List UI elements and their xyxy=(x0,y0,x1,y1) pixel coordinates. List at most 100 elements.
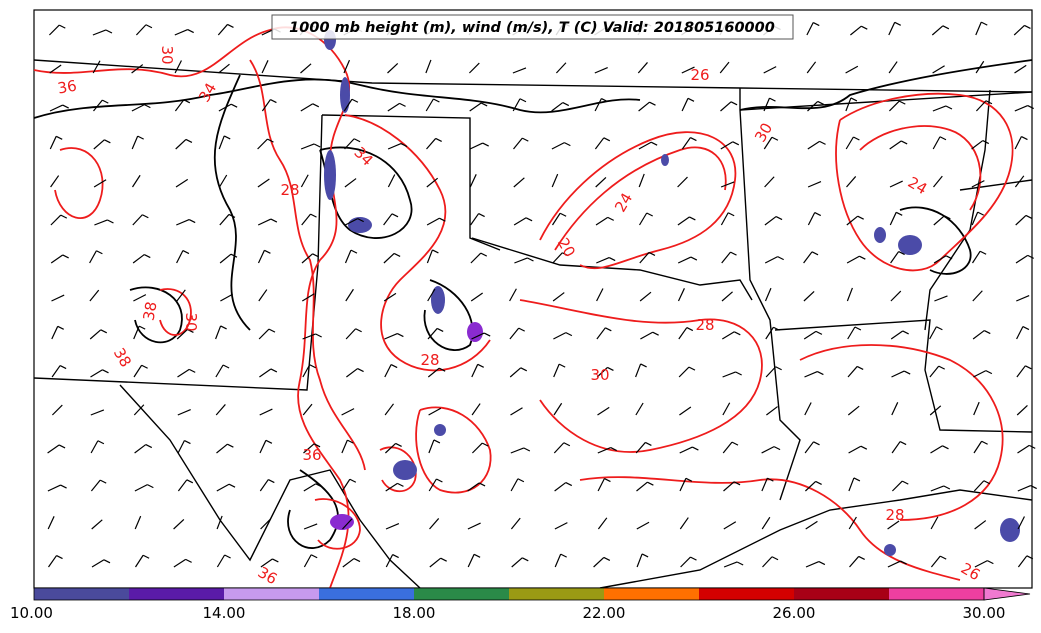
wind-barb xyxy=(930,485,951,492)
wind-barb xyxy=(722,441,739,454)
wind-barb xyxy=(722,402,731,416)
wind-barb xyxy=(132,254,151,264)
wind-barb xyxy=(972,330,991,340)
wind-barb xyxy=(303,443,321,454)
wind-barb xyxy=(429,518,440,530)
wind-barb xyxy=(216,443,234,454)
wind-barb xyxy=(635,363,647,378)
wind-barb xyxy=(257,249,271,264)
wind-barb xyxy=(804,441,820,454)
wind-barb xyxy=(764,287,772,302)
wind-barb xyxy=(847,405,860,416)
wind-barb xyxy=(215,404,226,416)
wind-barb xyxy=(346,368,364,378)
wind-barb xyxy=(131,104,151,112)
border-southeast xyxy=(774,319,1033,433)
wind-barb xyxy=(93,99,109,112)
wind-barb xyxy=(344,218,364,226)
wind-barb xyxy=(1013,24,1031,36)
temperature-contour xyxy=(379,446,417,493)
wind-barb xyxy=(681,97,695,112)
wind-barb xyxy=(554,482,573,492)
wind-barb xyxy=(889,140,908,150)
wind-barb xyxy=(131,135,144,150)
colorbar-segment xyxy=(224,588,320,600)
height-contour xyxy=(129,286,183,344)
wind-barb xyxy=(514,257,534,264)
wind-barb xyxy=(94,219,114,226)
wind-barb xyxy=(259,478,275,492)
wind-barb xyxy=(678,326,694,340)
temperature-contour xyxy=(249,59,366,471)
wind-barb xyxy=(890,330,909,340)
wind-barb xyxy=(805,560,826,568)
wind-barb xyxy=(845,136,860,150)
wind-barb xyxy=(888,100,906,112)
colorbar-segment xyxy=(889,588,985,600)
wind-barb xyxy=(300,174,309,188)
wind-barb xyxy=(342,518,353,530)
wind-barb xyxy=(1016,294,1030,302)
wind-barb xyxy=(973,401,980,416)
wind-barb xyxy=(551,142,571,150)
wind-barb xyxy=(593,556,611,568)
temperature-contour xyxy=(799,344,1004,521)
temperature-contour xyxy=(835,92,1014,272)
wind-barb xyxy=(49,135,63,150)
wind-barb xyxy=(678,366,696,378)
wind-barb xyxy=(973,480,991,492)
map-frame xyxy=(33,9,1033,589)
wind-barb xyxy=(425,59,432,74)
wind-barb xyxy=(635,441,652,454)
wind-barb xyxy=(385,482,404,492)
wind-barb xyxy=(929,365,945,378)
wind-barb xyxy=(975,60,985,74)
wind-barb xyxy=(48,24,66,36)
wind-barb xyxy=(554,522,568,530)
wind-barb xyxy=(975,21,988,36)
wind-barb xyxy=(341,439,354,454)
wind-barb xyxy=(260,558,279,568)
wind-barb xyxy=(804,402,812,416)
wind-barb xyxy=(596,288,604,302)
wind-barb xyxy=(1016,365,1032,378)
wind-barb xyxy=(220,293,233,302)
wind-barb xyxy=(763,97,776,112)
wind-barb xyxy=(973,370,993,378)
wind-barb xyxy=(888,61,898,74)
contour-label: 30 xyxy=(158,45,176,64)
wind-barb xyxy=(804,370,824,378)
height-contour xyxy=(319,146,413,239)
wind-barb xyxy=(720,181,735,188)
wind-barb xyxy=(257,218,278,226)
wind-barb xyxy=(468,62,480,74)
wind-barb xyxy=(971,180,985,188)
contour-label: 36 xyxy=(56,77,78,98)
wind-barb xyxy=(761,516,771,530)
wind-barb xyxy=(303,554,318,568)
wind-barb xyxy=(638,173,645,188)
wind-barb xyxy=(259,408,273,416)
wind-barb xyxy=(174,28,194,36)
wind-barb xyxy=(175,178,189,188)
wind-barb xyxy=(427,288,436,302)
contour-label: 26 xyxy=(690,66,709,84)
wind-barb xyxy=(89,329,108,340)
wind-barb xyxy=(91,559,111,568)
wind-barb xyxy=(300,143,321,150)
wind-barb xyxy=(846,255,866,264)
wind-barb xyxy=(974,560,994,568)
wind-barb xyxy=(51,294,65,302)
wind-barb xyxy=(90,440,105,454)
border-rio-grande xyxy=(119,384,421,589)
wind-barb xyxy=(891,370,911,378)
wind-barb xyxy=(341,478,357,492)
wind-barb xyxy=(384,403,395,416)
wind-barb xyxy=(467,553,481,568)
wind-barb xyxy=(636,481,654,492)
temperature-contour xyxy=(539,131,737,270)
wind-barb xyxy=(723,561,744,568)
wind-barb xyxy=(887,520,900,530)
wind-barb xyxy=(469,102,488,112)
colorbar-outline xyxy=(33,587,985,601)
